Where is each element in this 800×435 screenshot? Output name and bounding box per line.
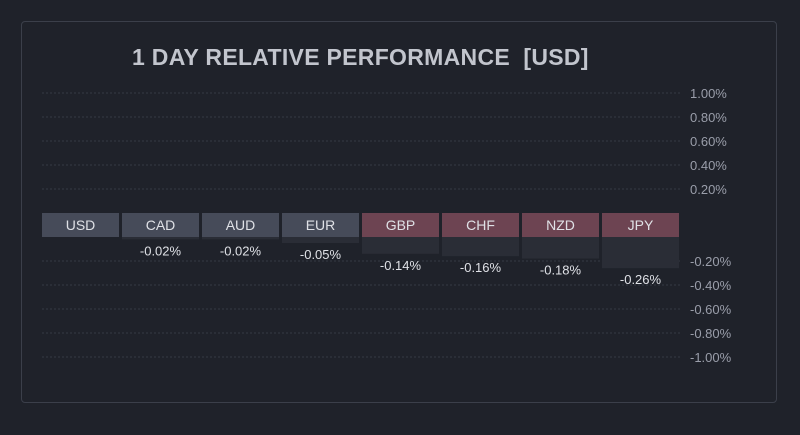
y-tick-label: -0.60% <box>690 302 732 317</box>
currency-label: CAD <box>146 217 176 233</box>
bars <box>122 237 679 269</box>
bar-eur <box>282 237 359 243</box>
currency-tag-cad <box>122 213 199 237</box>
value-label: -0.18% <box>540 263 582 278</box>
value-label: -0.05% <box>300 247 342 262</box>
bar-jpy <box>602 237 679 269</box>
value-labels: -0.02% -0.02% -0.05% -0.14% -0.16% -0.18% -0.2… <box>140 243 662 287</box>
y-tick-label: -0.80% <box>690 326 732 341</box>
y-tick-label: 0.20% <box>690 182 727 197</box>
chart-title: 1 DAY RELATIVE PERFORMANCE [USD] <box>132 44 589 70</box>
bar-cad <box>122 237 199 240</box>
y-tick-label: -1.00% <box>690 350 732 365</box>
value-label: -0.02% <box>220 243 262 258</box>
y-tick-label: -0.20% <box>690 254 732 269</box>
currency-label: NZD <box>546 217 575 233</box>
y-axis-ticks: 1.00% 0.80% 0.60% 0.40% 0.20% -0.20% -0.40% -0.… <box>690 86 732 365</box>
bar-nzd <box>522 237 599 259</box>
chart-panel <box>21 21 777 403</box>
currency-tag-nzd <box>522 213 599 237</box>
bar-chf <box>442 237 519 257</box>
value-label: -0.14% <box>380 258 422 273</box>
y-tick-label: 0.60% <box>690 134 727 149</box>
currency-tag-gbp <box>362 213 439 237</box>
currency-tags: USD CAD AUD EUR GBP CHF NZD JPY <box>42 213 679 237</box>
bar-aud <box>202 237 279 240</box>
currency-label: USD <box>66 217 96 233</box>
y-tick-label: 1.00% <box>690 86 727 101</box>
currency-label: EUR <box>306 217 336 233</box>
currency-tag-chf <box>442 213 519 237</box>
currency-label: AUD <box>226 217 256 233</box>
currency-label: JPY <box>628 217 654 233</box>
y-tick-label: -0.40% <box>690 278 732 293</box>
currency-tag-eur <box>282 213 359 237</box>
y-tick-label: 0.40% <box>690 158 727 173</box>
value-label: -0.26% <box>620 272 662 287</box>
currency-tag-usd <box>42 213 119 237</box>
value-label: -0.02% <box>140 243 182 258</box>
currency-tag-aud <box>202 213 279 237</box>
bar-gbp <box>362 237 439 254</box>
y-tick-label: 0.80% <box>690 110 727 125</box>
currency-tag-jpy <box>602 213 679 237</box>
value-label: -0.16% <box>460 260 502 275</box>
currency-label: CHF <box>466 217 495 233</box>
currency-label: GBP <box>386 217 416 233</box>
